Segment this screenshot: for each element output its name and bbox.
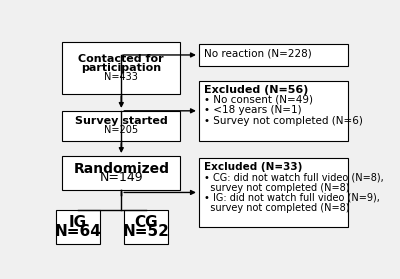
Text: N=64: N=64 xyxy=(54,224,101,239)
Text: survey not completed (N=8): survey not completed (N=8) xyxy=(204,203,350,213)
Text: CG: CG xyxy=(134,215,158,230)
Text: No reaction (N=228): No reaction (N=228) xyxy=(204,48,312,58)
Text: participation: participation xyxy=(81,63,161,73)
Text: N=149: N=149 xyxy=(100,171,143,184)
FancyBboxPatch shape xyxy=(124,210,168,244)
FancyBboxPatch shape xyxy=(62,156,180,190)
FancyBboxPatch shape xyxy=(62,42,180,94)
Text: Survey started: Survey started xyxy=(75,116,168,126)
Text: • No consent (N=49): • No consent (N=49) xyxy=(204,95,313,105)
Text: Contacted for: Contacted for xyxy=(78,54,164,64)
Text: N=205: N=205 xyxy=(104,125,138,135)
Text: • IG: did not watch full video (N=9),: • IG: did not watch full video (N=9), xyxy=(204,193,380,203)
Text: N=52: N=52 xyxy=(123,224,170,239)
FancyBboxPatch shape xyxy=(199,81,348,141)
FancyBboxPatch shape xyxy=(62,111,180,141)
Text: survey not completed (N=8): survey not completed (N=8) xyxy=(204,182,350,193)
Text: • <18 years (N=1): • <18 years (N=1) xyxy=(204,105,302,115)
FancyBboxPatch shape xyxy=(199,158,348,227)
Text: • Survey not completed (N=6): • Survey not completed (N=6) xyxy=(204,116,363,126)
Text: Excluded (N=33): Excluded (N=33) xyxy=(204,162,303,172)
Text: • CG: did not watch full video (N=8),: • CG: did not watch full video (N=8), xyxy=(204,172,384,182)
Text: Randomized: Randomized xyxy=(73,162,169,175)
Text: N=433: N=433 xyxy=(104,72,138,82)
FancyBboxPatch shape xyxy=(199,44,348,66)
FancyBboxPatch shape xyxy=(56,210,100,244)
Text: Excluded (N=56): Excluded (N=56) xyxy=(204,85,309,95)
Text: IG: IG xyxy=(69,215,87,230)
